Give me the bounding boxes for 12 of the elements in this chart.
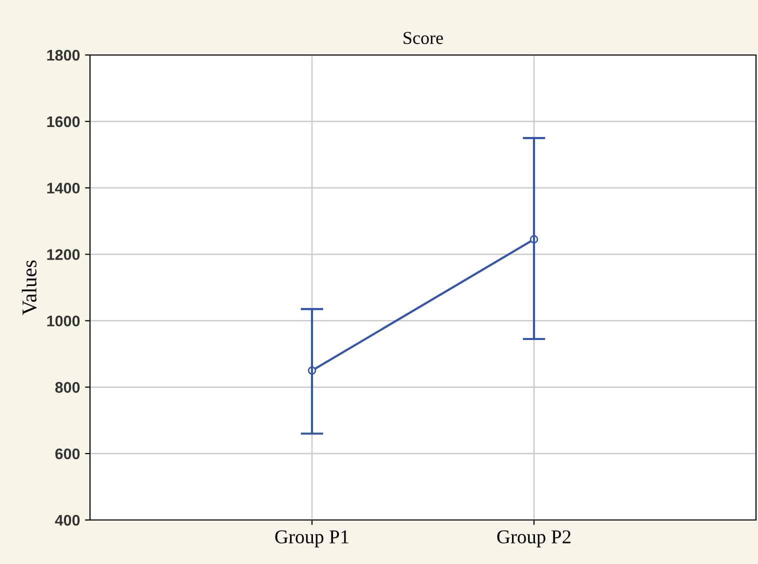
- chart-title: Score: [404, 32, 443, 44]
- y-tick-label: 1000: [47, 316, 80, 326]
- y-tick-label: 1400: [47, 182, 80, 194]
- y-tick-label: 1200: [47, 249, 80, 260]
- y-tick-label: 800: [55, 382, 80, 393]
- x-tick-label: Group P2: [497, 530, 570, 548]
- y-tick-label: 1800: [47, 50, 80, 61]
- x-tick-label: Group P1: [275, 530, 348, 548]
- y-tick-label: 600: [55, 448, 80, 460]
- y-tick-label: 400: [55, 514, 80, 526]
- y-tick-label: 1600: [47, 116, 80, 128]
- y-axis-title: Values: [22, 260, 37, 316]
